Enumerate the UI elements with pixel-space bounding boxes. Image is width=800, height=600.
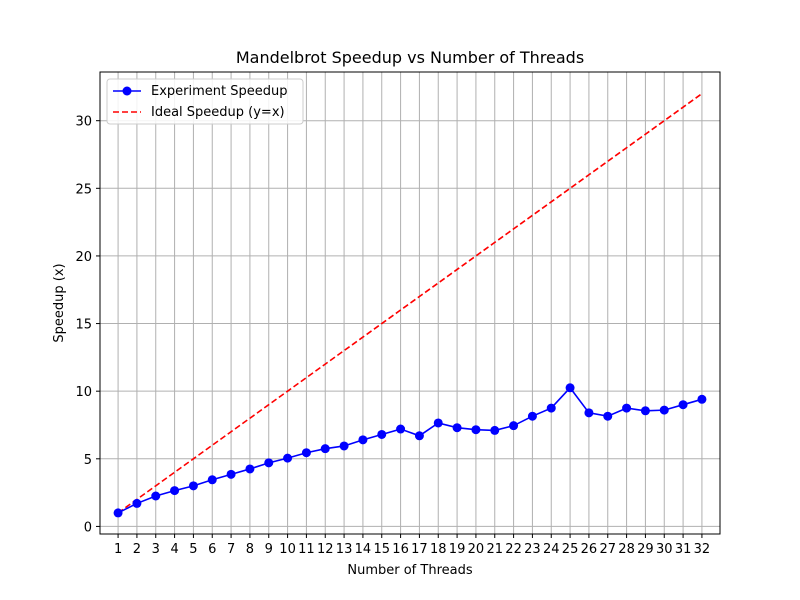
data-point — [188, 481, 198, 491]
data-point — [132, 498, 142, 508]
data-point — [697, 394, 707, 404]
x-tick-label: 24 — [543, 542, 560, 557]
x-tick-label: 23 — [524, 542, 541, 557]
data-point — [320, 444, 330, 454]
data-point — [283, 453, 293, 463]
data-point — [207, 475, 217, 485]
legend: Experiment Speedup Ideal Speedup (y=x) — [106, 78, 304, 125]
x-tick-label: 2 — [133, 542, 141, 557]
legend-item-experiment-speedup: Experiment Speedup — [113, 84, 288, 99]
x-tick-label: 25 — [562, 542, 579, 557]
y-axis-title: Speedup (x) — [52, 263, 67, 342]
y-tick-label: 5 — [84, 453, 92, 468]
x-tick-label: 8 — [246, 542, 254, 557]
x-tick-label: 14 — [355, 542, 372, 557]
legend-item-ideal-speedup: Ideal Speedup (y=x) — [113, 105, 285, 120]
y-tick-label: 15 — [75, 318, 92, 333]
legend-label: Ideal Speedup (y=x) — [151, 105, 285, 120]
x-tick-label: 10 — [279, 542, 296, 557]
chart-title: Mandelbrot Speedup vs Number of Threads — [236, 48, 584, 67]
plot-area — [100, 72, 720, 534]
data-point — [622, 403, 632, 413]
data-point — [113, 508, 123, 518]
data-point — [414, 431, 424, 441]
experiment-markers — [113, 383, 707, 518]
x-axis: 1 2 3 4 5 6 7 8 9 10 11 12 13 14 15 16 17 18 19 20 21 22 23 24 2… — [114, 534, 710, 557]
x-tick-label: 29 — [637, 542, 654, 557]
data-point — [170, 486, 180, 496]
legend-swatch-marker — [122, 86, 132, 96]
data-point — [490, 425, 500, 435]
x-tick-label: 19 — [449, 542, 466, 557]
data-point — [509, 421, 519, 431]
data-point — [226, 469, 236, 479]
data-point — [264, 458, 274, 468]
data-point — [358, 435, 368, 445]
x-tick-label: 7 — [227, 542, 235, 557]
data-point — [339, 441, 349, 451]
x-axis-title: Number of Threads — [347, 563, 472, 578]
y-axis: 0 5 10 15 20 25 30 — [75, 115, 100, 535]
data-point — [659, 405, 669, 415]
legend-box — [106, 78, 304, 125]
data-point — [433, 418, 443, 428]
y-tick-label: 25 — [75, 182, 92, 197]
axes-frame — [99, 71, 721, 535]
x-tick-label: 15 — [373, 542, 390, 557]
x-tick-label: 5 — [189, 542, 197, 557]
data-point — [396, 424, 406, 434]
series-line-ideal-speedup — [117, 92, 703, 514]
x-tick-label: 27 — [599, 542, 616, 557]
data-point — [640, 406, 650, 416]
data-point — [377, 429, 387, 439]
x-tick-label: 6 — [208, 542, 216, 557]
x-tick-label: 30 — [656, 542, 673, 557]
x-tick-label: 20 — [468, 542, 485, 557]
y-tick-label: 10 — [75, 385, 92, 400]
data-point — [603, 411, 613, 421]
data-point — [678, 400, 688, 410]
data-point — [245, 464, 255, 474]
data-point — [584, 408, 594, 418]
x-tick-label: 9 — [265, 542, 273, 557]
data-point — [546, 403, 556, 413]
data-point — [471, 425, 481, 435]
x-tick-label: 17 — [411, 542, 428, 557]
x-tick-label: 4 — [170, 542, 178, 557]
y-tick-label: 30 — [75, 115, 92, 130]
x-tick-label: 1 — [114, 542, 122, 557]
x-tick-label: 13 — [336, 542, 353, 557]
x-tick-label: 28 — [618, 542, 635, 557]
data-point — [452, 423, 462, 433]
x-tick-label: 11 — [298, 542, 315, 557]
legend-label: Experiment Speedup — [151, 84, 288, 99]
x-tick-label: 21 — [486, 542, 503, 557]
x-tick-label: 26 — [581, 542, 598, 557]
data-point — [527, 411, 537, 421]
y-tick-label: 0 — [84, 520, 92, 535]
x-tick-label: 3 — [152, 542, 160, 557]
x-tick-label: 22 — [505, 542, 522, 557]
data-point — [151, 491, 161, 501]
data-point — [301, 448, 311, 458]
x-tick-label: 32 — [694, 542, 711, 557]
data-point — [565, 383, 575, 393]
x-tick-label: 31 — [675, 542, 692, 557]
x-tick-label: 18 — [430, 542, 447, 557]
y-tick-label: 20 — [75, 250, 92, 265]
x-tick-label: 12 — [317, 542, 334, 557]
x-tick-label: 16 — [392, 542, 409, 557]
